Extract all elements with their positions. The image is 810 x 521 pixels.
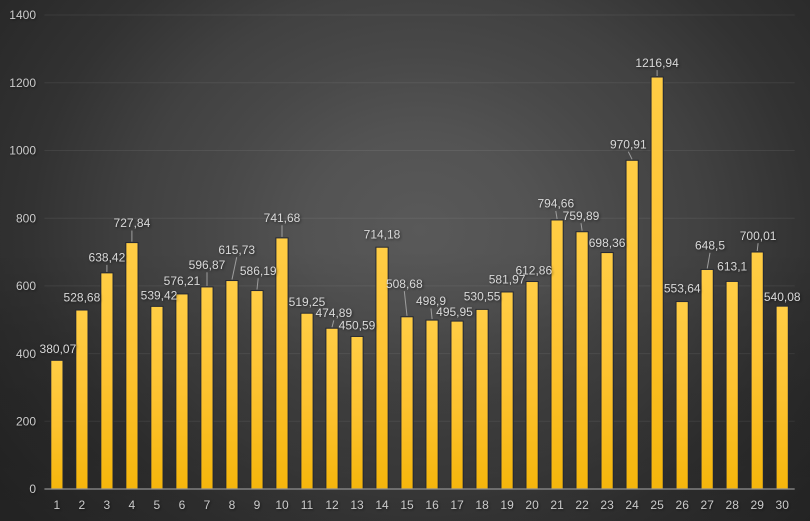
svg-text:612,86: 612,86	[515, 264, 552, 278]
svg-text:21: 21	[550, 498, 564, 512]
svg-text:19: 19	[500, 498, 514, 512]
svg-text:1400: 1400	[9, 8, 36, 22]
svg-text:15: 15	[400, 498, 414, 512]
svg-text:586,19: 586,19	[240, 264, 277, 278]
svg-text:794,66: 794,66	[537, 197, 574, 211]
svg-text:29: 29	[751, 498, 765, 512]
svg-text:20: 20	[525, 498, 539, 512]
svg-text:581,97: 581,97	[489, 273, 526, 287]
svg-text:474,89: 474,89	[315, 306, 352, 320]
svg-text:2: 2	[79, 498, 86, 512]
svg-text:613,1: 613,1	[717, 260, 747, 274]
svg-text:25: 25	[650, 498, 664, 512]
svg-text:28: 28	[726, 498, 740, 512]
svg-text:1200: 1200	[9, 76, 36, 90]
svg-text:498,9: 498,9	[416, 294, 446, 308]
svg-text:0: 0	[29, 482, 36, 496]
svg-text:3: 3	[104, 498, 111, 512]
svg-text:553,64: 553,64	[664, 282, 701, 296]
svg-text:450,59: 450,59	[339, 318, 376, 332]
svg-text:4: 4	[129, 498, 136, 512]
svg-text:698,36: 698,36	[589, 236, 626, 250]
svg-text:648,5: 648,5	[695, 239, 725, 253]
svg-text:27: 27	[701, 498, 715, 512]
svg-text:18: 18	[475, 498, 489, 512]
svg-text:22: 22	[575, 498, 589, 512]
svg-text:615,73: 615,73	[218, 243, 255, 257]
svg-text:10: 10	[275, 498, 289, 512]
svg-text:714,18: 714,18	[364, 228, 401, 242]
svg-text:5: 5	[154, 498, 161, 512]
svg-text:1216,94: 1216,94	[635, 56, 679, 70]
svg-text:576,21: 576,21	[164, 274, 201, 288]
svg-text:400: 400	[16, 347, 36, 361]
svg-text:600: 600	[16, 279, 36, 293]
svg-text:519,25: 519,25	[289, 295, 326, 309]
svg-text:6: 6	[179, 498, 186, 512]
svg-text:530,55: 530,55	[464, 290, 501, 304]
svg-text:759,89: 759,89	[563, 209, 600, 223]
svg-text:800: 800	[16, 211, 36, 225]
svg-text:24: 24	[625, 498, 639, 512]
svg-text:9: 9	[254, 498, 261, 512]
svg-text:539,42: 539,42	[141, 288, 178, 302]
svg-text:200: 200	[16, 415, 36, 429]
svg-text:17: 17	[450, 498, 464, 512]
svg-text:11: 11	[301, 498, 314, 512]
svg-text:540,08: 540,08	[764, 290, 801, 304]
svg-text:8: 8	[229, 498, 236, 512]
svg-text:727,84: 727,84	[114, 216, 151, 230]
svg-text:528,68: 528,68	[64, 291, 101, 305]
svg-text:30: 30	[776, 498, 790, 512]
svg-text:14: 14	[375, 498, 389, 512]
svg-text:508,68: 508,68	[386, 277, 423, 291]
svg-text:1000: 1000	[9, 144, 36, 158]
svg-text:596,87: 596,87	[189, 258, 226, 272]
svg-text:638,42: 638,42	[89, 251, 126, 265]
svg-text:970,91: 970,91	[610, 137, 647, 151]
svg-text:380,07: 380,07	[40, 342, 77, 356]
svg-text:26: 26	[676, 498, 690, 512]
svg-text:700,01: 700,01	[740, 229, 777, 243]
svg-text:1: 1	[54, 498, 61, 512]
svg-text:495,95: 495,95	[436, 305, 473, 319]
svg-text:16: 16	[425, 498, 439, 512]
svg-text:13: 13	[350, 498, 364, 512]
svg-text:12: 12	[325, 498, 339, 512]
svg-text:23: 23	[600, 498, 614, 512]
svg-text:7: 7	[204, 498, 211, 512]
svg-text:741,68: 741,68	[264, 211, 301, 225]
